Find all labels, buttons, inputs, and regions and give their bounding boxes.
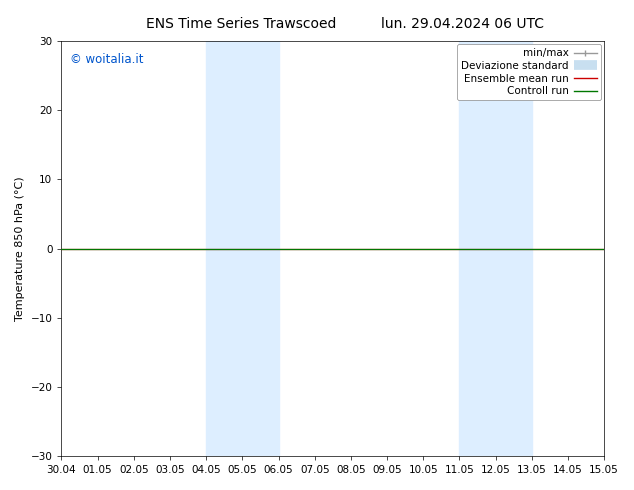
Y-axis label: Temperature 850 hPa (°C): Temperature 850 hPa (°C) [15, 176, 25, 321]
Bar [206, 41, 278, 456]
Text: lun. 29.04.2024 06 UTC: lun. 29.04.2024 06 UTC [381, 17, 545, 31]
Bar [460, 41, 532, 456]
Text: © woitalia.it: © woitalia.it [70, 53, 143, 67]
Legend: min/max, Deviazione standard, Ensemble mean run, Controll run: min/max, Deviazione standard, Ensemble m… [457, 44, 601, 100]
Text: ENS Time Series Trawscoed: ENS Time Series Trawscoed [146, 17, 336, 31]
